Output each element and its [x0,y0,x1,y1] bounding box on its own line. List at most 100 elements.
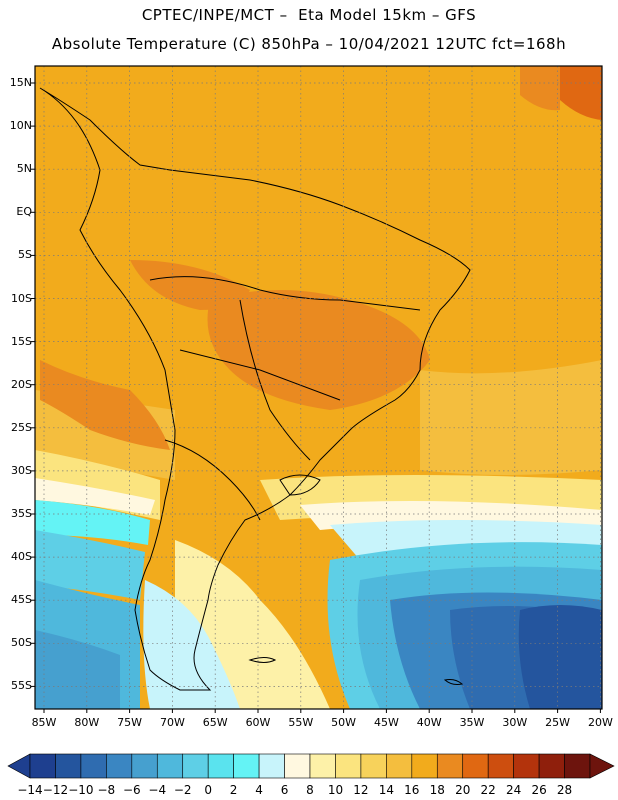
colorbar-label: 24 [505,783,522,797]
colorbar-swatch [513,753,540,779]
colorbar-label: 0 [204,783,212,797]
longitude-label: 50W [331,716,357,729]
colorbar-label: 14 [378,783,394,797]
field-hot-pacific [40,360,170,450]
colorbar-swatch [411,753,438,779]
island-outline [248,657,277,663]
colorbar-swatch [436,753,464,779]
colorbar-swatch [564,753,591,779]
colorbar-swatch [55,753,82,779]
longitude-label: 30W [502,716,528,729]
colorbar-swatch [462,753,489,779]
longitude-label: 75W [117,716,143,729]
map-frame-border [34,65,603,710]
colorbar-swatch [309,753,336,779]
colorbar-label: 8 [306,783,314,797]
border-line [179,349,341,401]
axis-ticks [31,82,601,713]
colorbar-label: −6 [122,783,141,797]
latitude-label: 10N [9,119,32,133]
field-band [518,605,602,709]
colorbar-label: 2 [229,783,238,797]
field-hot-interior [207,290,430,410]
latitude-label: 10S [11,291,32,305]
coastlines [39,87,471,691]
colorbar-swatch [80,753,107,779]
latitude-label: 25S [11,420,32,434]
latitude-label: 5S [18,248,32,262]
field-warm-north-east [520,66,560,111]
field-band [35,500,150,545]
field-band [35,530,145,600]
longitude-label: 20W [587,716,613,729]
island-outline [443,679,464,685]
colorbar-label: −10 [68,783,94,797]
colorbar [7,753,615,779]
latitude-label: 40S [11,550,32,564]
longitude-label: 70W [159,716,185,729]
colorbar-swatch [538,753,565,779]
colorbar-swatch [106,753,133,779]
border-line [149,276,421,311]
colorbar-swatch [182,753,209,779]
colorbar-label: 22 [480,783,496,797]
latitude-label: 5N [16,162,32,176]
latitude-label: 20S [11,377,32,391]
latitude-label: EQ [16,205,32,219]
colorbar-label: 18 [429,783,445,797]
colorbar-label: 28 [556,783,573,797]
colorbar-swatch [156,753,184,779]
colorbar-label: 10 [327,783,344,797]
colorbar-swatch [386,753,413,779]
map-title-line-1: CPTEC/INPE/MCT – Eta Model 15km – GFS [141,6,477,24]
longitude-label: 55W [288,716,314,729]
border-line [164,439,261,521]
colorbar-swatch [360,753,387,779]
map-title-line-2: Absolute Temperature (C) 850hPa – 10/04/… [51,35,567,53]
longitude-label: 45W [373,716,399,729]
latitude-label: 15N [9,76,32,89]
colorbar-label: 26 [531,783,547,797]
colorbar-label: −8 [97,783,116,797]
temperature-field [35,66,602,709]
field-band [35,630,120,709]
colorbar-swatch [233,753,260,779]
border-line [279,474,321,496]
colorbar-label: 6 [280,783,289,797]
colorbar-label: 16 [404,783,420,797]
latitude-label: 55S [11,679,32,693]
border-line [239,299,311,461]
continent-outline [39,87,471,691]
latitude-label: 15S [11,334,32,348]
field-band [35,478,155,515]
field-band [143,580,240,709]
longitude-label: 60W [245,716,271,729]
graticule [35,66,602,709]
longitude-label: 80W [74,716,100,729]
field-band [420,360,602,475]
colorbar-arrow-right [589,753,615,779]
colorbar-swatch [335,753,362,779]
colorbar-label: −14 [17,783,43,797]
latitude-label: 45S [11,593,32,607]
longitude-label: 35W [459,716,485,729]
colorbar-label: −2 [173,783,192,797]
colorbar-label: −4 [148,783,167,797]
colorbar-arrow-left [7,753,31,779]
latitude-label: 30S [11,463,32,477]
field-hot-north-east [560,66,602,120]
colorbar-label: 12 [353,783,369,797]
colorbar-label: 4 [255,783,263,797]
longitude-label: 25W [545,716,571,729]
colorbar-swatch [284,753,311,779]
latitude-label: 50S [11,636,32,650]
colorbar-swatch [207,753,234,779]
longitude-label: 40W [416,716,442,729]
latitude-label: 35S [11,507,32,520]
colorbar-label: −12 [42,783,69,797]
field-hot-west [130,260,250,310]
colorbar-swatch [258,753,285,779]
colorbar-swatch [131,753,158,779]
longitude-label: 65W [202,716,228,729]
